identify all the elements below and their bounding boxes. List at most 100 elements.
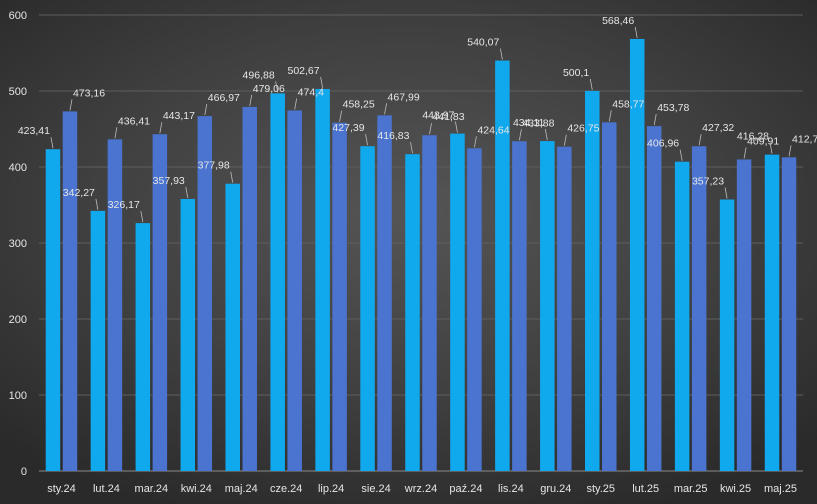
bar-series-1 (629, 38, 645, 472)
data-label-leader (230, 171, 234, 183)
data-label-leader (563, 134, 567, 146)
data-labels: 423,41 473,16 342,27 436,41 326,17 443,17 357,… (18, 15, 817, 223)
data-label-leader (589, 78, 593, 90)
data-label: 433,88 (522, 117, 554, 129)
data-label-leader (724, 187, 728, 199)
bar-series-1 (90, 210, 106, 471)
x-tick-label: lip.24 (318, 483, 344, 495)
bar-series-2 (62, 111, 78, 471)
bar-series-2 (422, 135, 437, 471)
data-label-leader (69, 99, 73, 111)
data-label-leader (185, 186, 189, 199)
data-label: 443,97 (422, 110, 454, 122)
bar-series-1 (764, 154, 780, 471)
data-label: 496,88 (243, 69, 275, 81)
data-label-leader (339, 110, 343, 122)
data-label-leader (788, 145, 792, 157)
bar-series-1 (135, 223, 151, 471)
x-tick-label: wrz.24 (404, 483, 437, 495)
data-label: 479,06 (253, 83, 285, 95)
data-label: 453,78 (657, 102, 689, 114)
x-tick-label: sty.24 (47, 483, 76, 495)
data-label: 434,11 (513, 117, 544, 129)
x-tick-label: mar.24 (135, 483, 169, 495)
x-tick-label: cze.24 (270, 483, 302, 495)
data-label-leader (455, 121, 458, 133)
data-label-leader (743, 147, 747, 159)
data-label-leader (474, 136, 477, 148)
bar-series-2 (377, 115, 392, 471)
bar-series-1 (360, 146, 375, 471)
y-tick-label: 0 (21, 466, 27, 478)
bar-series-2 (242, 106, 257, 471)
data-label: 436,41 (118, 115, 150, 127)
bar-series-1 (405, 154, 420, 471)
data-label: 427,39 (332, 122, 364, 134)
data-label-leader (410, 142, 413, 154)
bar-series-2 (602, 122, 617, 471)
y-tick-label: 300 (9, 238, 27, 250)
data-label-leader (653, 114, 657, 126)
bar-series-2 (107, 139, 123, 471)
x-tick-label: lut.24 (93, 483, 120, 495)
bar-series-2 (512, 141, 527, 471)
data-label-leader (544, 129, 548, 141)
data-label-leader (204, 104, 208, 116)
x-tick-label: sie.24 (361, 483, 390, 495)
y-tick-label: 600 (9, 10, 27, 22)
data-label-leader (95, 198, 99, 210)
data-label: 466,97 (208, 92, 240, 104)
bar-series-2 (287, 110, 302, 472)
x-tick-label: paź.24 (449, 483, 482, 495)
x-tick-label: mar.25 (674, 483, 708, 495)
bar-series-2 (557, 146, 572, 472)
data-label-leader (159, 122, 163, 134)
x-tick-label: maj.25 (764, 483, 797, 495)
y-tick-label: 400 (9, 162, 27, 174)
data-label-leader (114, 127, 118, 139)
data-label: 412,75 (792, 133, 817, 145)
data-label-leader (140, 211, 144, 223)
data-label: 427,32 (702, 122, 734, 134)
bar-series-1 (674, 161, 690, 472)
data-label: 416,28 (737, 131, 769, 143)
data-label-leader (384, 103, 387, 115)
data-label: 467,99 (388, 91, 420, 103)
bar-series-1 (225, 183, 240, 471)
data-label: 357,23 (692, 176, 724, 188)
data-label: 474,4 (298, 86, 324, 98)
data-label: 423,41 (18, 125, 50, 137)
data-label-leader (608, 110, 612, 122)
x-tick-label: sty.25 (586, 483, 615, 495)
bar-series-2 (736, 159, 752, 472)
bar-series-1 (45, 149, 61, 471)
x-tick-label: kwi.24 (181, 483, 212, 495)
data-label: 357,93 (153, 175, 185, 187)
data-label: 326,17 (108, 199, 140, 211)
x-axis-ticks: sty.24 lut.24 mar.24 kwi.24 maj.24 cze.24 lip.… (47, 483, 797, 495)
data-label-leader (275, 81, 279, 93)
bar-series-1 (270, 93, 285, 471)
data-label: 377,98 (198, 160, 230, 172)
x-tick-label: lut.25 (632, 483, 659, 495)
bars (45, 38, 797, 472)
data-label-leader (50, 137, 54, 149)
data-label: 568,46 (602, 15, 634, 27)
x-tick-label: gru.24 (540, 483, 571, 495)
data-label-leader (499, 48, 503, 60)
data-label: 502,67 (287, 65, 319, 77)
x-tick-label: maj.24 (225, 483, 258, 495)
data-label: 406,96 (647, 138, 679, 150)
data-label: 342,27 (63, 187, 95, 199)
data-label-leader (249, 94, 253, 106)
data-label: 458,25 (343, 99, 375, 111)
y-tick-label: 500 (9, 86, 27, 98)
data-label: 458,77 (612, 98, 644, 110)
data-label: 441,83 (433, 111, 465, 123)
data-label: 424,64 (477, 124, 509, 136)
bar-series-2 (197, 116, 213, 472)
data-label-leader (518, 129, 522, 141)
y-tick-label: 200 (9, 314, 27, 326)
data-label-leader (320, 76, 324, 89)
